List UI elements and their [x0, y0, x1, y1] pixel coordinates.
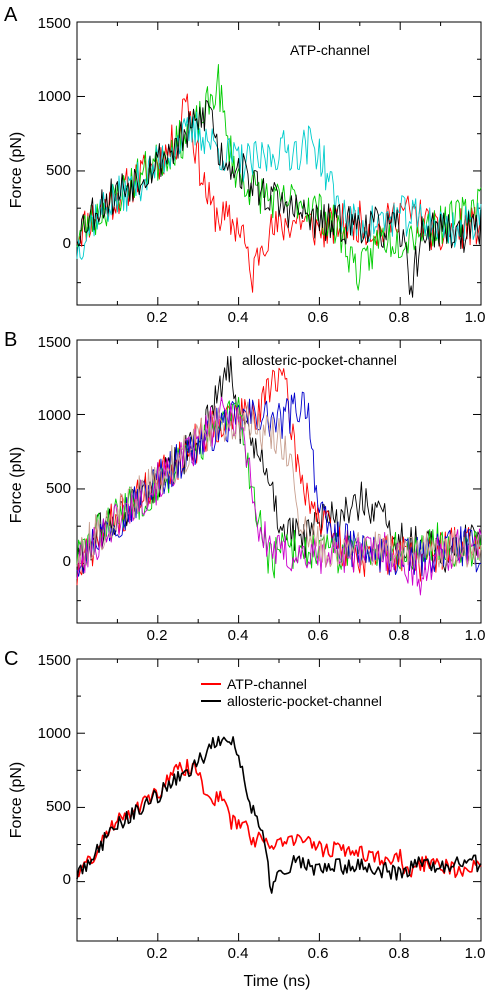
panel-c-xtick-1.0: 1.0	[465, 945, 486, 962]
panel-a-xtick-0.6: 0.6	[308, 309, 329, 326]
panel-b-xtick-0.4: 0.4	[228, 627, 249, 644]
panel-c-ytick-500: 500	[46, 798, 71, 815]
panel-c-ytick-1000: 1000	[38, 725, 71, 742]
panel-a-xtick-1.0: 1.0	[465, 309, 486, 326]
panel-c-letter: C	[4, 648, 18, 670]
panel-c-xtick-0.4: 0.4	[228, 945, 249, 962]
panel-c-xtick-0.8: 0.8	[389, 945, 410, 962]
panel-c-ylabel: Force (pN)	[8, 762, 25, 838]
panel-a-xtick-0.4: 0.4	[228, 309, 249, 326]
panel-a-ytick-1500: 1500	[38, 15, 71, 32]
legend-label-allosteric-pocket-channel: allosteric-pocket-channel	[227, 693, 382, 709]
panel-c-xlabel: Time (ns)	[244, 973, 311, 990]
panel-c-xtick-0.6: 0.6	[308, 945, 329, 962]
panel-b-ytick-1000: 1000	[38, 407, 71, 424]
panel-b-xtick-1.0: 1.0	[465, 627, 486, 644]
panel-b-xtick-0.6: 0.6	[308, 627, 329, 644]
panel-b-annotation: allosteric-pocket-channel	[242, 352, 397, 368]
panel-b-ytick-500: 500	[46, 480, 71, 497]
panel-b-ytick-0: 0	[63, 553, 71, 570]
legend-label-atp-channel: ATP-channel	[227, 676, 307, 692]
panel-a-annotation: ATP-channel	[290, 42, 370, 58]
panel-b-xtick-0.2: 0.2	[147, 627, 168, 644]
panel-a-ytick-500: 500	[46, 162, 71, 179]
panel-b-xtick-0.8: 0.8	[389, 627, 410, 644]
panel-c-ytick-0: 0	[63, 871, 71, 888]
panel-b-ylabel: Force (pN)	[8, 447, 25, 523]
panel-a-xtick-0.8: 0.8	[389, 309, 410, 326]
panel-b-ytick-1500: 1500	[38, 334, 71, 351]
panel-a-letter: A	[4, 4, 18, 26]
panel-a-ytick-1000: 1000	[38, 88, 71, 105]
panel-c-xtick-0.2: 0.2	[147, 945, 168, 962]
panel-b-letter: B	[4, 329, 17, 351]
panel-a-ylabel: Force (pN)	[8, 132, 25, 208]
panel-c-ytick-1500: 1500	[38, 652, 71, 669]
panel-a-ytick-0: 0	[63, 235, 71, 252]
panel-a-xtick-0.2: 0.2	[147, 309, 168, 326]
